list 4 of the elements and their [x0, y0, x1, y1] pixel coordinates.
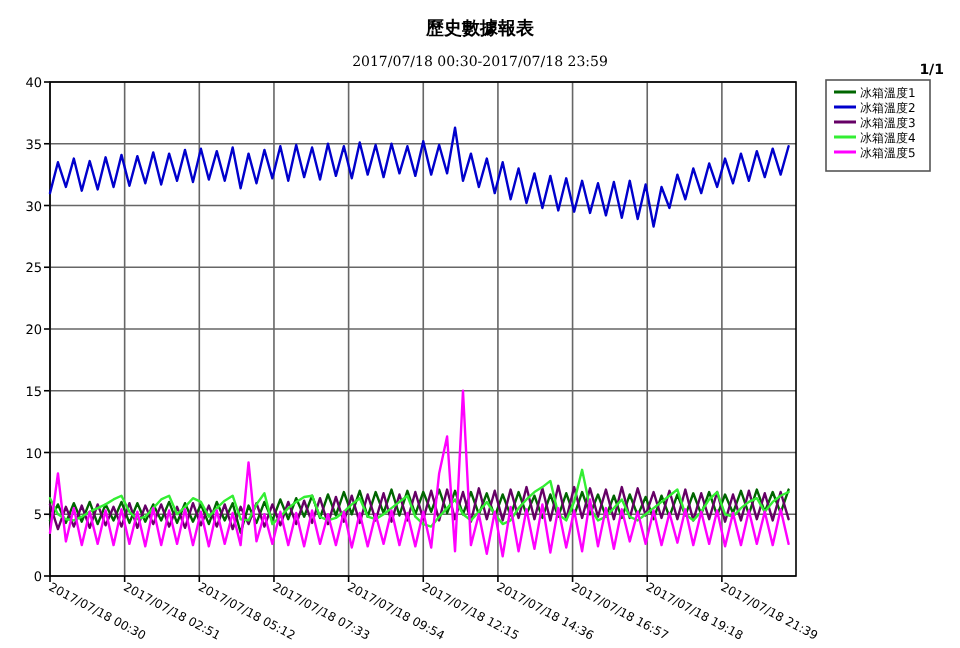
chart-title: 歷史數據報表: [424, 18, 536, 40]
line-series: [48, 126, 790, 228]
line-series: [48, 468, 790, 528]
line-series: [48, 389, 790, 558]
